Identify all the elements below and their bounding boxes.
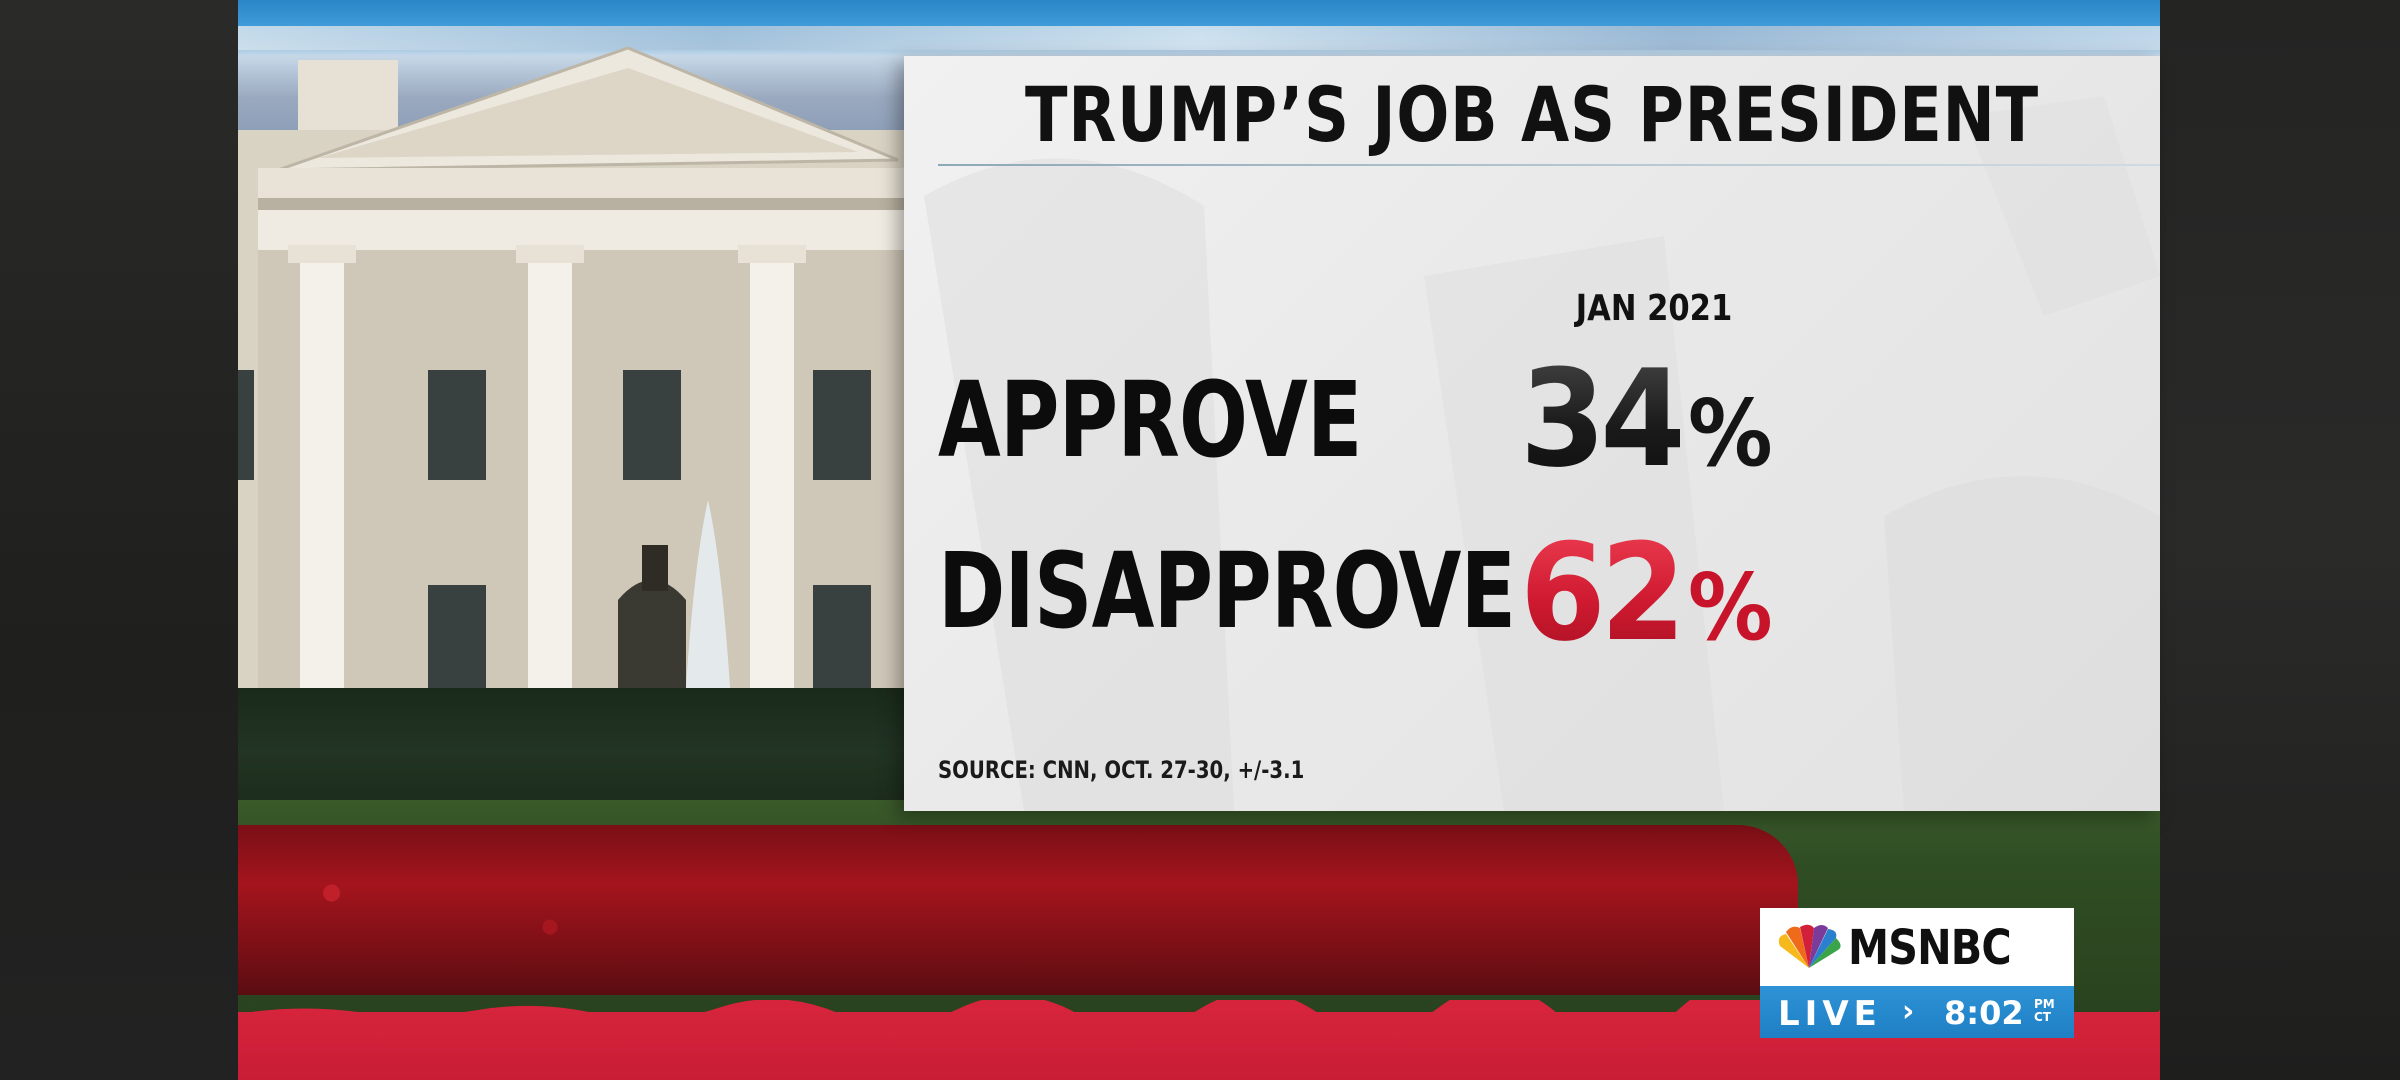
network-name: MSNBC bbox=[1848, 920, 2012, 976]
source-citation: SOURCE: CNN, OCT. 27-30, +/-3.1 bbox=[938, 756, 1305, 784]
title-divider bbox=[938, 164, 2160, 166]
timezone: CT bbox=[2034, 1010, 2051, 1024]
white-house-image bbox=[238, 46, 918, 740]
poll-graphic-panel: TRUMP’S JOB AS PRESIDENT JAN 2021 APPROV… bbox=[904, 56, 2160, 811]
meridiem: PM bbox=[2034, 997, 2055, 1011]
hedge bbox=[238, 688, 938, 813]
column-header-date: JAN 2021 bbox=[1575, 288, 1733, 329]
network-logo-box: MSNBC bbox=[1760, 908, 2074, 986]
broadcast-time: 8:02 bbox=[1944, 994, 2024, 1032]
live-status-bar: LIVE › 8:02 PM CT bbox=[1760, 986, 2074, 1038]
cloud-strip bbox=[238, 26, 2160, 50]
chevron-right-icon: › bbox=[1902, 994, 1915, 1029]
approve-label: APPROVE bbox=[938, 359, 1362, 481]
disapprove-value: 62% bbox=[1520, 526, 1773, 660]
approve-percent-sign: % bbox=[1687, 380, 1773, 487]
time-zone-label: PM CT bbox=[2034, 998, 2055, 1024]
disapprove-label: DISAPPROVE bbox=[938, 530, 1516, 652]
live-indicator: LIVE bbox=[1778, 994, 1882, 1034]
red-flower-bed bbox=[238, 825, 1798, 995]
disapprove-percent-sign: % bbox=[1687, 554, 1773, 661]
network-bug: MSNBC LIVE › 8:02 PM CT bbox=[1760, 908, 2074, 1038]
peacock-logo-icon bbox=[1778, 924, 1841, 968]
left-blurred-backdrop bbox=[0, 0, 238, 1080]
approve-value: 34% bbox=[1520, 352, 1773, 486]
approve-percent-number: 34 bbox=[1520, 341, 1686, 497]
disapprove-percent-number: 62 bbox=[1520, 515, 1686, 671]
watermark-pattern bbox=[924, 96, 2160, 811]
graphic-title: TRUMP’S JOB AS PRESIDENT bbox=[1025, 70, 2039, 159]
right-blurred-backdrop bbox=[2160, 0, 2400, 1080]
